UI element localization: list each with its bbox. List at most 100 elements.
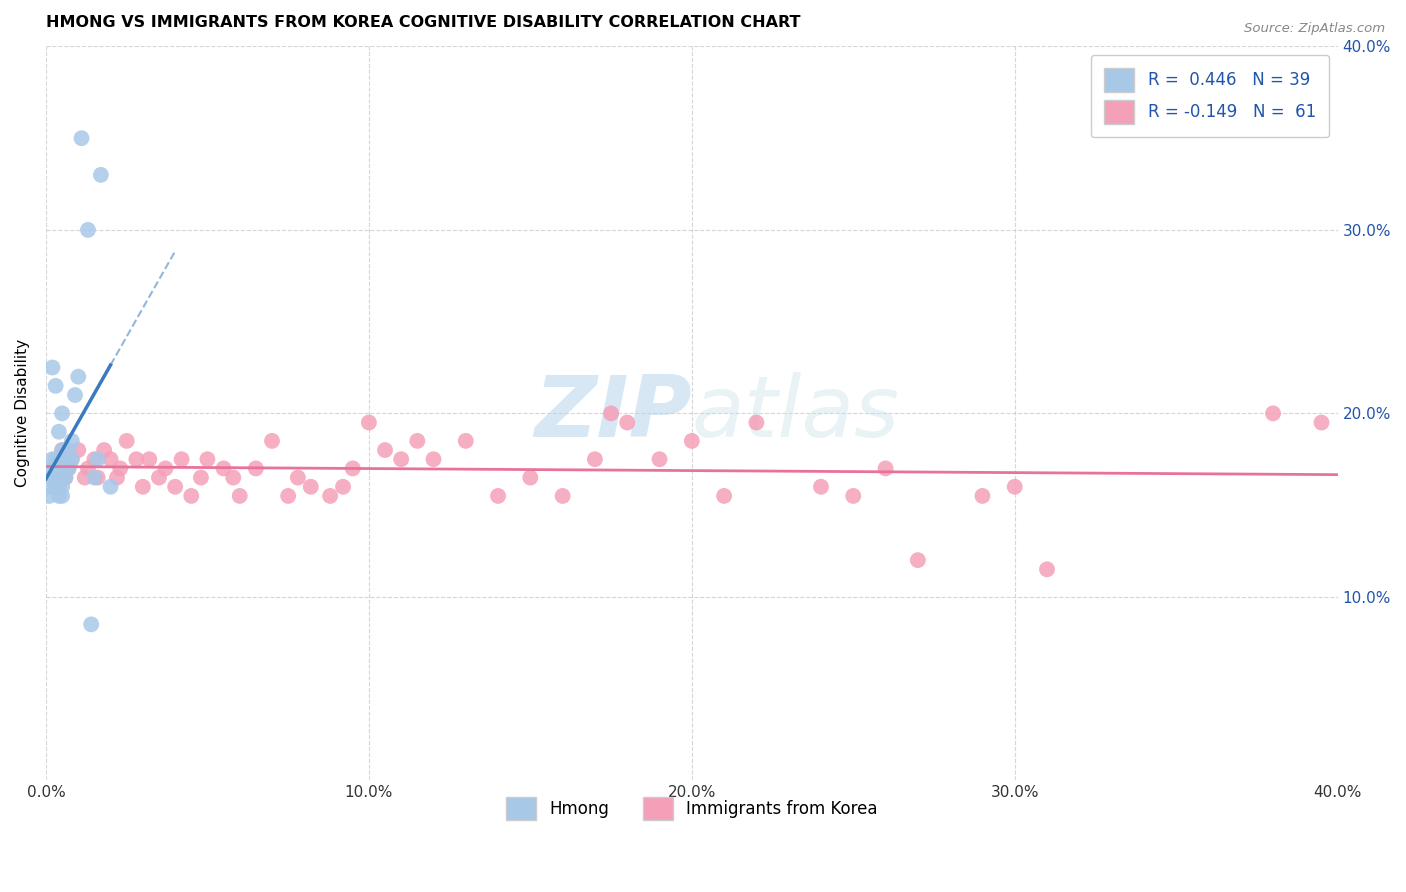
Point (60, 434, 83, 448)
Point (58, 461, 80, 475)
Point (48, 480, 70, 494)
Point (155, 461, 177, 475)
Text: HMONG VS IMMIGRANTS FROM KOREA COGNITIVE DISABILITY CORRELATION CHART: HMONG VS IMMIGRANTS FROM KOREA COGNITIVE… (46, 15, 800, 30)
Point (80, 617, 103, 632)
Point (38, 489, 60, 503)
Point (406, 434, 429, 448)
Point (41, 461, 63, 475)
Point (105, 470, 128, 484)
Point (583, 452, 606, 467)
Point (58, 452, 80, 467)
Point (110, 461, 132, 475)
Point (48, 470, 70, 484)
Point (51, 443, 73, 458)
Point (48, 425, 70, 439)
Point (45, 470, 67, 484)
Text: ZIP: ZIP (534, 372, 692, 455)
Point (53, 470, 76, 484)
Point (58, 461, 80, 475)
Point (422, 452, 444, 467)
Point (60, 452, 83, 467)
Point (53, 461, 76, 475)
Point (600, 406, 623, 420)
Point (51, 489, 73, 503)
Point (73, 470, 96, 484)
Point (148, 470, 170, 484)
Point (277, 489, 299, 503)
Point (260, 434, 283, 448)
Point (875, 461, 897, 475)
Point (138, 452, 160, 467)
Point (45, 452, 67, 467)
Point (648, 452, 671, 467)
Point (58, 443, 80, 458)
Point (907, 553, 929, 567)
Point (67, 369, 90, 384)
Point (83, 452, 105, 467)
Point (115, 434, 138, 448)
Point (454, 434, 477, 448)
Point (180, 489, 202, 503)
Point (100, 480, 122, 494)
Text: atlas: atlas (692, 372, 900, 455)
Point (197, 452, 219, 467)
Point (810, 480, 832, 494)
Point (319, 489, 342, 503)
Point (551, 489, 574, 503)
Point (125, 452, 148, 467)
Point (86, 470, 108, 484)
Point (745, 416, 768, 430)
Point (190, 470, 212, 484)
Point (41, 360, 63, 375)
Point (53, 470, 76, 484)
Point (41, 452, 63, 467)
Point (165, 480, 187, 494)
Point (1261, 406, 1284, 420)
Point (77, 461, 100, 475)
Point (51, 470, 73, 484)
Point (342, 461, 364, 475)
Point (67, 443, 90, 458)
Point (972, 489, 994, 503)
Point (245, 461, 267, 475)
Point (228, 489, 250, 503)
Point (45, 461, 67, 475)
Point (45, 480, 67, 494)
Point (51, 461, 73, 475)
Point (1004, 480, 1026, 494)
Point (48, 452, 70, 467)
Point (332, 480, 354, 494)
Point (616, 416, 638, 430)
Point (51, 480, 73, 494)
Point (222, 470, 245, 484)
Point (77, 223, 100, 237)
Point (93, 443, 115, 458)
Point (486, 489, 509, 503)
Point (389, 452, 412, 467)
Point (519, 470, 541, 484)
Point (60, 452, 83, 467)
Point (48, 452, 70, 467)
Text: Source: ZipAtlas.com: Source: ZipAtlas.com (1244, 22, 1385, 36)
Point (374, 443, 396, 458)
Point (63, 388, 86, 402)
Point (48, 489, 70, 503)
Point (51, 443, 73, 458)
Legend: Hmong, Immigrants from Korea: Hmong, Immigrants from Korea (499, 790, 884, 827)
Point (132, 480, 155, 494)
Y-axis label: Cognitive Disability: Cognitive Disability (15, 339, 30, 487)
Point (1036, 562, 1059, 576)
Point (842, 489, 865, 503)
Point (170, 452, 193, 467)
Point (90, 168, 112, 182)
Point (357, 416, 380, 430)
Point (53, 452, 76, 467)
Point (38, 480, 60, 494)
Point (70, 131, 93, 145)
Point (86, 452, 108, 467)
Point (1310, 416, 1333, 430)
Point (45, 379, 67, 393)
Point (51, 406, 73, 420)
Point (41, 470, 63, 484)
Point (100, 452, 122, 467)
